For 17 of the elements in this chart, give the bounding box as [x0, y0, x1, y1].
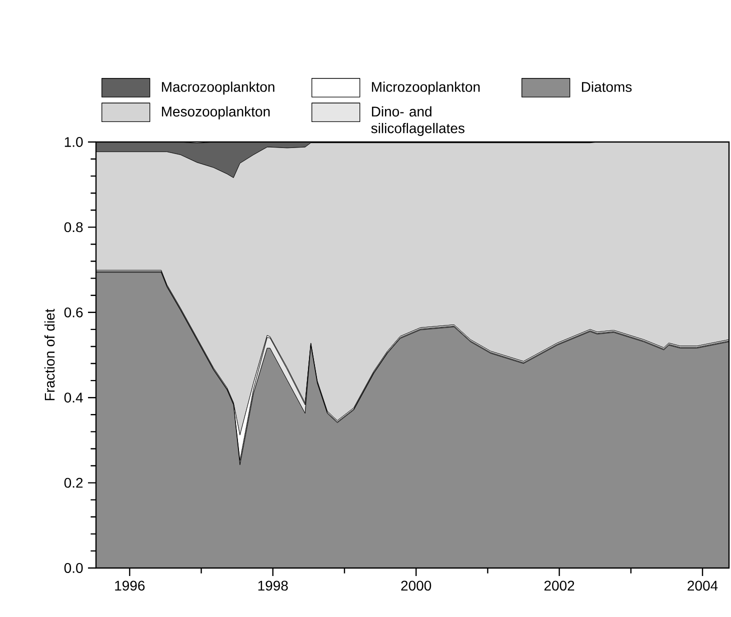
y-tick-label: 0.8 [64, 222, 83, 232]
x-tick-label: 2004 [688, 580, 718, 591]
legend-label: Dino- and silicoflagellates [371, 106, 464, 136]
x-tick-label: 2000 [401, 580, 432, 591]
y-tick-label: 0.2 [64, 478, 83, 488]
legend-label: Macrozooplankton [162, 82, 274, 95]
y-tick-label: 0.0 [64, 563, 83, 573]
x-tick-label: 1996 [115, 580, 145, 591]
x-tick-label: 1998 [258, 580, 288, 591]
legend-label: Diatoms [582, 82, 632, 92]
legend-label: Mesozooplankton [162, 106, 270, 120]
y-tick-label: 0.4 [64, 392, 83, 403]
x-tick-label: 2002 [544, 580, 574, 591]
y-axis-title: Fraction of diet [44, 308, 55, 400]
legend-label: Microzooplankton [372, 82, 480, 95]
y-tick-label: 0.6 [64, 307, 83, 318]
y-tick-label: 1.0 [64, 137, 83, 147]
